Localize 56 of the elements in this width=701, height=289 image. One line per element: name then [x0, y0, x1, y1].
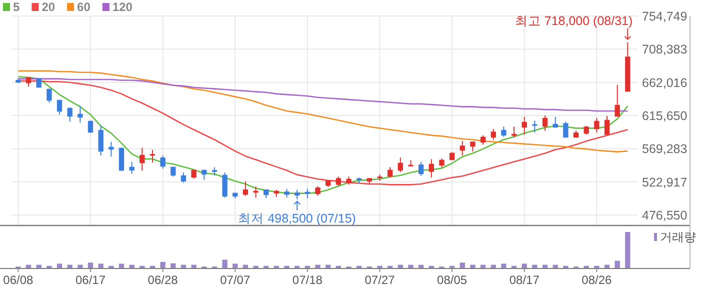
x-tick-label: 06/17: [75, 273, 106, 287]
bar: [326, 264, 331, 268]
bar: [170, 263, 176, 268]
legend: 거래량: [654, 230, 696, 244]
x-tick-label: 07/07: [220, 273, 250, 287]
x-tick-label: 07/27: [364, 273, 396, 287]
bar: [460, 262, 465, 268]
bar: [604, 264, 610, 268]
y-tick-label: 476,550: [642, 208, 688, 223]
y-tick-label: 615,650: [642, 109, 688, 124]
bar: [490, 264, 496, 268]
bar: [56, 264, 62, 268]
legend-label: 120: [112, 0, 133, 14]
bar: [522, 264, 527, 268]
bar: [222, 260, 228, 268]
bar: [418, 264, 424, 268]
x-tick-label: 08/05: [437, 273, 468, 287]
bar: [36, 264, 42, 268]
bar: [398, 264, 403, 268]
bar: [160, 262, 166, 268]
y-tick-label: 708,383: [642, 42, 688, 57]
bar: [88, 262, 94, 268]
bar: [180, 264, 186, 268]
bar: [242, 264, 248, 268]
y-tick-label: 522,917: [642, 175, 688, 190]
bar: [98, 264, 104, 268]
annotation: 최고 718,000 (08/31): [514, 14, 633, 28]
bar: [552, 264, 558, 268]
x-tick-label: 07/18: [292, 273, 323, 287]
bar: [315, 264, 320, 268]
annotation: 최저 498,500 (07/15): [238, 211, 356, 226]
bar: [480, 264, 486, 268]
x-tick-label: 06/28: [148, 273, 178, 287]
bar: [232, 264, 238, 268]
bar: [26, 264, 32, 268]
bar: [129, 264, 134, 268]
bar: [118, 264, 124, 268]
bar: [542, 264, 548, 268]
x-tick-label: 08/26: [582, 273, 612, 287]
bar: [501, 264, 506, 268]
legend-label: 5: [13, 0, 20, 14]
x-tick-label: 06/08: [3, 273, 34, 287]
bar: [614, 260, 620, 268]
x-tick-label: 08/17: [509, 273, 540, 287]
bar: [408, 264, 414, 268]
y-tick-label: 662,016: [642, 76, 688, 90]
bar: [191, 264, 196, 268]
bar: [625, 232, 630, 268]
bar: [532, 264, 538, 268]
bar: [78, 264, 83, 268]
bar: [67, 264, 72, 268]
y-tick-label: 754,749: [642, 10, 688, 24]
legend-label: 60: [77, 0, 91, 14]
legend-label: 20: [42, 0, 56, 14]
bar: [470, 264, 476, 268]
y-tick-label: 569,283: [642, 142, 688, 156]
